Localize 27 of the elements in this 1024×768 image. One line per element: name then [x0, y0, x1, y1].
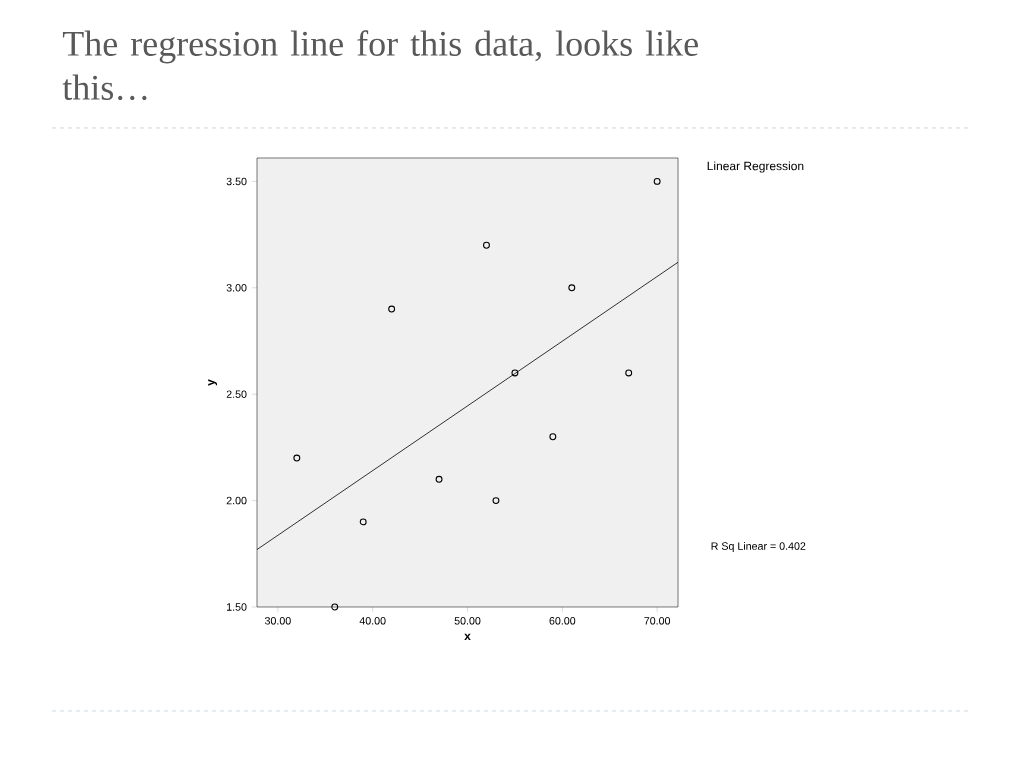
text: R Sq Linear = 0.402 [711, 542, 806, 552]
text: Linear Regression [707, 161, 804, 173]
point [293, 454, 301, 462]
y-tick-label: 2.50 [226, 390, 247, 398]
point [388, 305, 396, 313]
y-tick-label: 3.00 [226, 284, 247, 292]
y-axis-title: y [208, 379, 218, 386]
point [359, 518, 367, 526]
x-tick-label: 70.00 [644, 617, 671, 625]
x-tick-label: 30.00 [264, 617, 291, 625]
x-axis-title: x [464, 633, 471, 641]
chart-title: The regression line for this data, looks like this… [62, 30, 698, 101]
point [549, 433, 557, 441]
x-tick-label: 40.00 [359, 617, 386, 625]
x-tick-label: 60.00 [549, 617, 576, 625]
point [492, 497, 500, 505]
point [331, 603, 339, 611]
point [483, 241, 490, 249]
point [625, 369, 633, 377]
point [511, 369, 519, 377]
point [435, 475, 443, 483]
y-tick-label: 2.00 [226, 496, 247, 505]
point [653, 177, 661, 185]
x-tick-label: 50.00 [454, 617, 481, 625]
point [568, 284, 576, 292]
y-tick-label: 1.50 [227, 603, 247, 611]
y-tick-label: 3.50 [226, 177, 247, 186]
